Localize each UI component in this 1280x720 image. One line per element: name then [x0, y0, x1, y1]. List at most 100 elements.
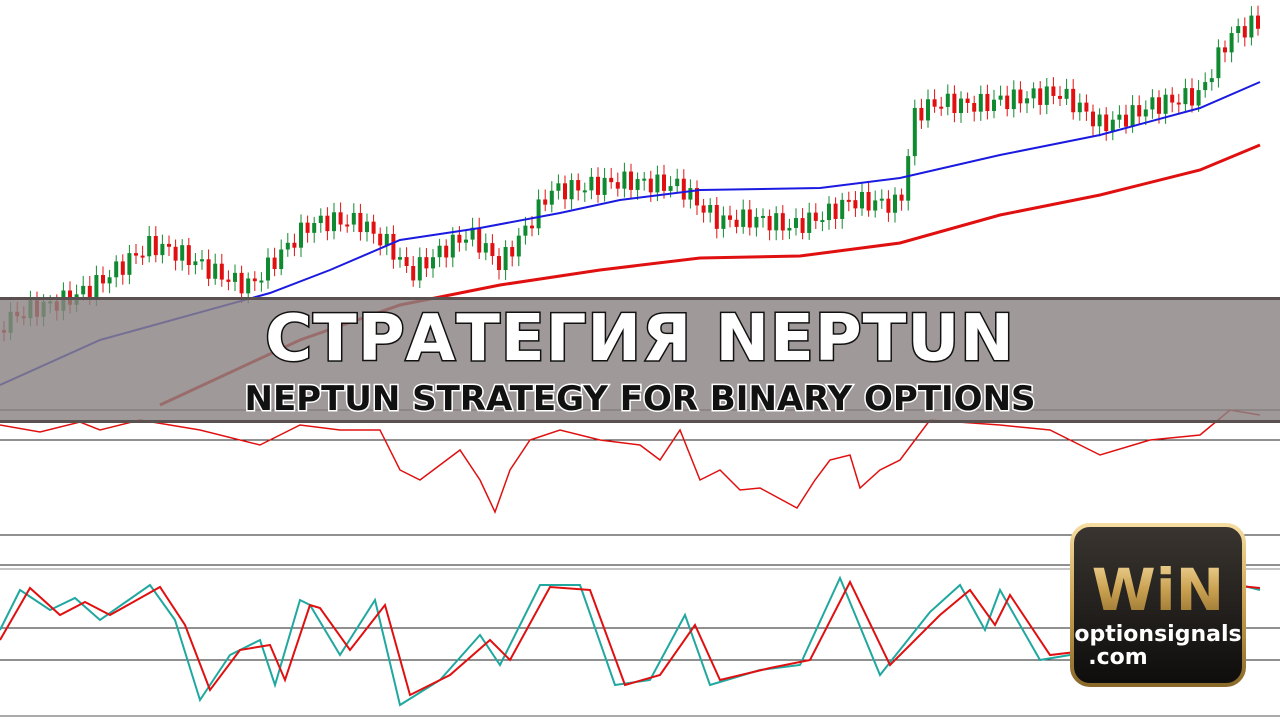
- candle: [1216, 47, 1221, 79]
- candle: [1110, 119, 1115, 132]
- candle: [602, 177, 607, 195]
- candle: [299, 222, 303, 248]
- candle: [866, 191, 871, 211]
- candle: [1051, 86, 1056, 96]
- candle: [1018, 89, 1023, 104]
- candle: [470, 227, 475, 240]
- candle: [972, 102, 977, 112]
- candle: [1104, 114, 1109, 132]
- candle: [1084, 102, 1089, 112]
- candle: [794, 218, 798, 228]
- candle: [213, 263, 218, 279]
- candle: [681, 178, 686, 200]
- candle: [596, 176, 600, 195]
- candle: [1005, 95, 1010, 110]
- candle: [873, 200, 878, 211]
- logo-mark: WiN: [1092, 556, 1224, 624]
- blue-ma: [0, 81, 1261, 386]
- candle: [1176, 102, 1181, 105]
- candle: [206, 259, 211, 279]
- candle: [1064, 88, 1069, 99]
- candle: [490, 243, 495, 257]
- candle: [1038, 88, 1043, 105]
- candle: [543, 199, 548, 205]
- candle: [411, 266, 416, 281]
- candle: [127, 253, 132, 275]
- logo-background: [1070, 523, 1246, 687]
- candle: [450, 234, 455, 258]
- candle: [919, 107, 924, 121]
- candle: [879, 198, 884, 201]
- candle: [193, 261, 198, 266]
- candle: [1223, 47, 1227, 53]
- candle: [708, 204, 713, 213]
- candle: [827, 203, 831, 221]
- candle: [833, 203, 838, 219]
- candle: [1130, 105, 1135, 127]
- candle: [516, 235, 521, 257]
- candle: [497, 256, 501, 271]
- banner-title: СТРАТЕГИЯ NEPTUN: [265, 302, 1015, 376]
- candle: [1071, 88, 1076, 113]
- candle: [365, 221, 369, 233]
- candle: [180, 245, 185, 261]
- candles: [2, 5, 1260, 342]
- candle: [721, 215, 726, 229]
- candle: [160, 243, 165, 256]
- candle: [431, 257, 435, 269]
- candle: [378, 233, 383, 246]
- candle: [787, 227, 792, 231]
- candle: [1044, 86, 1049, 105]
- candle: [1229, 33, 1234, 53]
- candle: [563, 183, 567, 200]
- candle: [728, 215, 732, 220]
- candle: [813, 212, 818, 221]
- candle: [800, 218, 805, 233]
- candle: [1137, 105, 1142, 117]
- indicator-line: [0, 409, 1261, 514]
- candle: [549, 190, 554, 205]
- candle: [536, 199, 541, 229]
- candle: [642, 178, 647, 181]
- candle: [899, 194, 904, 201]
- candle: [404, 257, 409, 267]
- candle: [371, 221, 376, 234]
- candle: [615, 182, 620, 189]
- candle: [1203, 82, 1208, 91]
- candle: [754, 216, 759, 228]
- candle: [734, 219, 739, 227]
- logo-domain: .com: [1088, 645, 1147, 670]
- candle: [668, 186, 673, 191]
- candle: [437, 245, 442, 258]
- candle: [186, 245, 191, 266]
- candle: [358, 212, 363, 233]
- candle: [1097, 114, 1102, 127]
- candle: [503, 247, 508, 271]
- candle: [635, 179, 640, 190]
- candle: [167, 243, 171, 247]
- candle: [820, 220, 825, 223]
- candle: [1209, 78, 1214, 83]
- candle: [1143, 109, 1148, 117]
- candle: [701, 205, 706, 213]
- candle: [576, 180, 581, 191]
- candle: [840, 199, 845, 219]
- candle: [318, 215, 323, 224]
- candle: [266, 257, 270, 281]
- candle: [444, 245, 449, 258]
- candle: [714, 204, 719, 229]
- candle: [1031, 88, 1036, 99]
- candle: [1117, 114, 1122, 120]
- candle: [384, 233, 389, 246]
- candle: [1157, 97, 1161, 114]
- candle: [906, 156, 911, 201]
- candle: [622, 171, 627, 189]
- candle: [1170, 94, 1175, 103]
- candle: [688, 188, 693, 200]
- candle: [985, 93, 990, 112]
- candle: [246, 278, 251, 294]
- candle: [747, 209, 752, 228]
- candle: [959, 98, 963, 114]
- candle: [200, 259, 204, 262]
- candle: [219, 263, 224, 280]
